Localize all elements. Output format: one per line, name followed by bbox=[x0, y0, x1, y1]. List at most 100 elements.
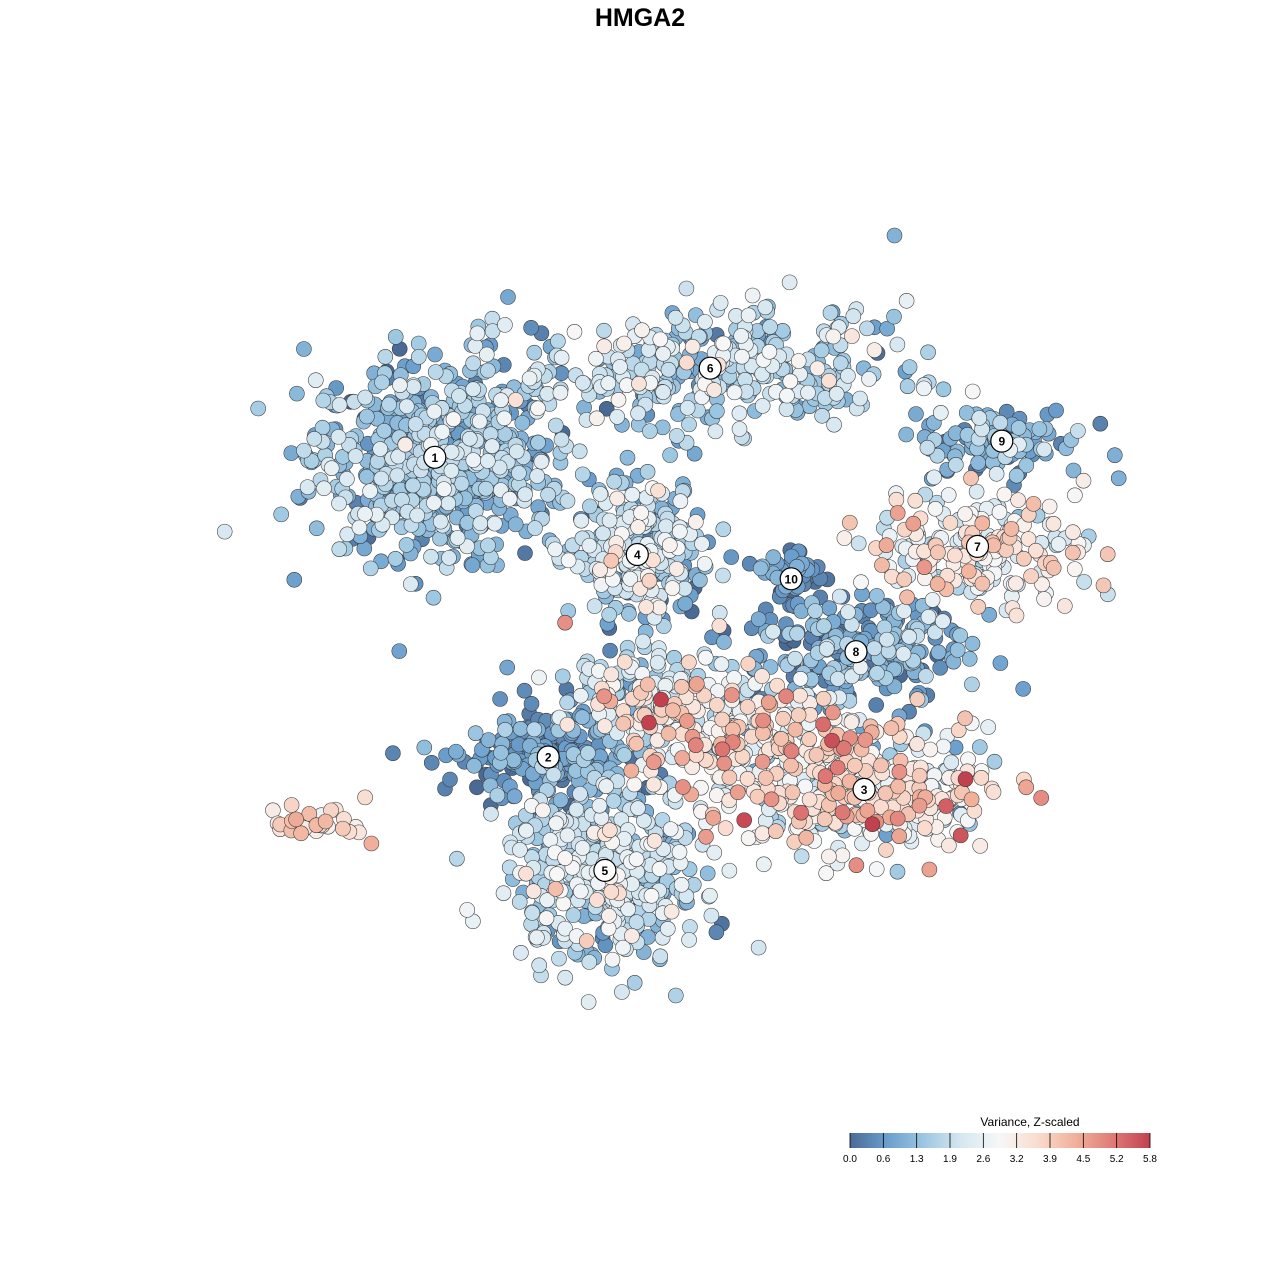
cell-point bbox=[630, 405, 646, 422]
cell-point bbox=[511, 465, 527, 481]
cell-point bbox=[668, 987, 684, 1004]
cell-point bbox=[514, 415, 531, 431]
cell-point bbox=[484, 438, 500, 454]
cell-point bbox=[362, 560, 379, 577]
cell-point bbox=[529, 468, 545, 484]
cell-point bbox=[793, 804, 809, 821]
cell-point bbox=[783, 757, 799, 774]
cluster-label-badge bbox=[625, 542, 649, 567]
cell-point bbox=[660, 361, 677, 378]
cluster-label-text: 4 bbox=[634, 548, 641, 562]
cell-point bbox=[668, 561, 685, 577]
cell-point bbox=[638, 599, 654, 615]
cell-point bbox=[715, 335, 732, 352]
cell-point bbox=[840, 604, 856, 620]
cell-point bbox=[896, 571, 912, 588]
cell-point bbox=[533, 453, 550, 470]
cell-point bbox=[619, 449, 636, 466]
cell-point bbox=[853, 574, 869, 590]
cell-point bbox=[645, 754, 662, 770]
cluster-label-text: 7 bbox=[974, 540, 981, 554]
cell-point bbox=[883, 720, 900, 736]
cell-point bbox=[734, 348, 750, 365]
cluster-label-badge bbox=[990, 429, 1014, 453]
cell-point bbox=[726, 384, 743, 401]
cell-point bbox=[808, 747, 825, 763]
cell-point bbox=[596, 322, 612, 339]
cluster-label-text: 5 bbox=[602, 864, 609, 878]
cell-point bbox=[988, 466, 1005, 482]
cell-point bbox=[568, 801, 585, 818]
cell-point bbox=[442, 771, 458, 788]
cell-point bbox=[216, 523, 233, 540]
cell-point bbox=[630, 800, 646, 816]
cell-point bbox=[602, 642, 618, 659]
cell-point bbox=[911, 767, 928, 784]
cell-point bbox=[918, 668, 934, 684]
cell-point bbox=[672, 493, 689, 509]
cell-point bbox=[909, 736, 925, 752]
cell-point bbox=[624, 928, 640, 944]
cell-point bbox=[916, 559, 933, 575]
cluster-label-6: 6 bbox=[698, 356, 722, 380]
cell-point bbox=[410, 335, 427, 352]
cell-point bbox=[530, 434, 546, 451]
cell-point bbox=[610, 392, 627, 408]
cell-point bbox=[331, 541, 348, 557]
cell-point bbox=[899, 378, 916, 394]
cell-point bbox=[596, 338, 612, 355]
cell-point bbox=[634, 322, 650, 338]
cell-point bbox=[621, 606, 637, 622]
cell-point bbox=[829, 759, 846, 776]
cell-point bbox=[711, 618, 728, 634]
cell-point bbox=[879, 320, 895, 337]
cell-point bbox=[930, 544, 946, 561]
cell-point bbox=[1057, 598, 1073, 614]
cell-point bbox=[478, 480, 494, 497]
cell-point bbox=[711, 605, 728, 621]
cell-point bbox=[518, 822, 534, 839]
cell-point bbox=[616, 747, 633, 763]
cell-point bbox=[506, 788, 523, 805]
cell-point bbox=[1015, 681, 1031, 697]
cell-point bbox=[721, 862, 738, 879]
cell-point bbox=[817, 768, 834, 784]
cell-point bbox=[600, 375, 617, 391]
cell-point bbox=[616, 335, 632, 352]
cell-point bbox=[768, 823, 784, 839]
cell-point bbox=[552, 792, 569, 808]
cell-point bbox=[521, 370, 538, 387]
legend-ticks: 0.0 0.6 1.3 1.9 2.6 3.2 3.9 4.5 5.2 5.8 bbox=[843, 1133, 1157, 1165]
cell-point bbox=[646, 833, 663, 849]
cell-point bbox=[1016, 550, 1032, 567]
cell-point bbox=[916, 380, 932, 397]
cell-point bbox=[622, 571, 638, 587]
cell-point bbox=[816, 811, 833, 827]
cluster-label-8: 8 bbox=[844, 640, 868, 664]
cell-point bbox=[671, 844, 688, 860]
cell-point bbox=[731, 405, 748, 422]
cell-point bbox=[480, 732, 497, 748]
cell-point bbox=[347, 448, 364, 464]
cell-point bbox=[603, 666, 620, 683]
cell-point bbox=[605, 793, 622, 809]
cell-point bbox=[539, 892, 555, 908]
cell-point bbox=[471, 413, 488, 430]
cell-point bbox=[615, 939, 631, 956]
cell-point bbox=[964, 383, 981, 400]
cell-point bbox=[679, 400, 696, 416]
cell-point bbox=[651, 599, 668, 616]
cell-point bbox=[596, 688, 612, 705]
cell-point bbox=[830, 671, 846, 687]
cell-point bbox=[952, 627, 968, 644]
cell-point bbox=[497, 317, 513, 333]
cell-point bbox=[589, 892, 605, 908]
cell-point bbox=[807, 603, 823, 619]
cell-point bbox=[677, 595, 693, 612]
cell-point bbox=[708, 924, 725, 940]
cell-point bbox=[836, 530, 853, 546]
cell-point bbox=[782, 373, 799, 390]
cell-point bbox=[731, 421, 748, 437]
cell-point bbox=[487, 515, 503, 532]
plot-title: HMGA2 bbox=[594, 4, 686, 32]
